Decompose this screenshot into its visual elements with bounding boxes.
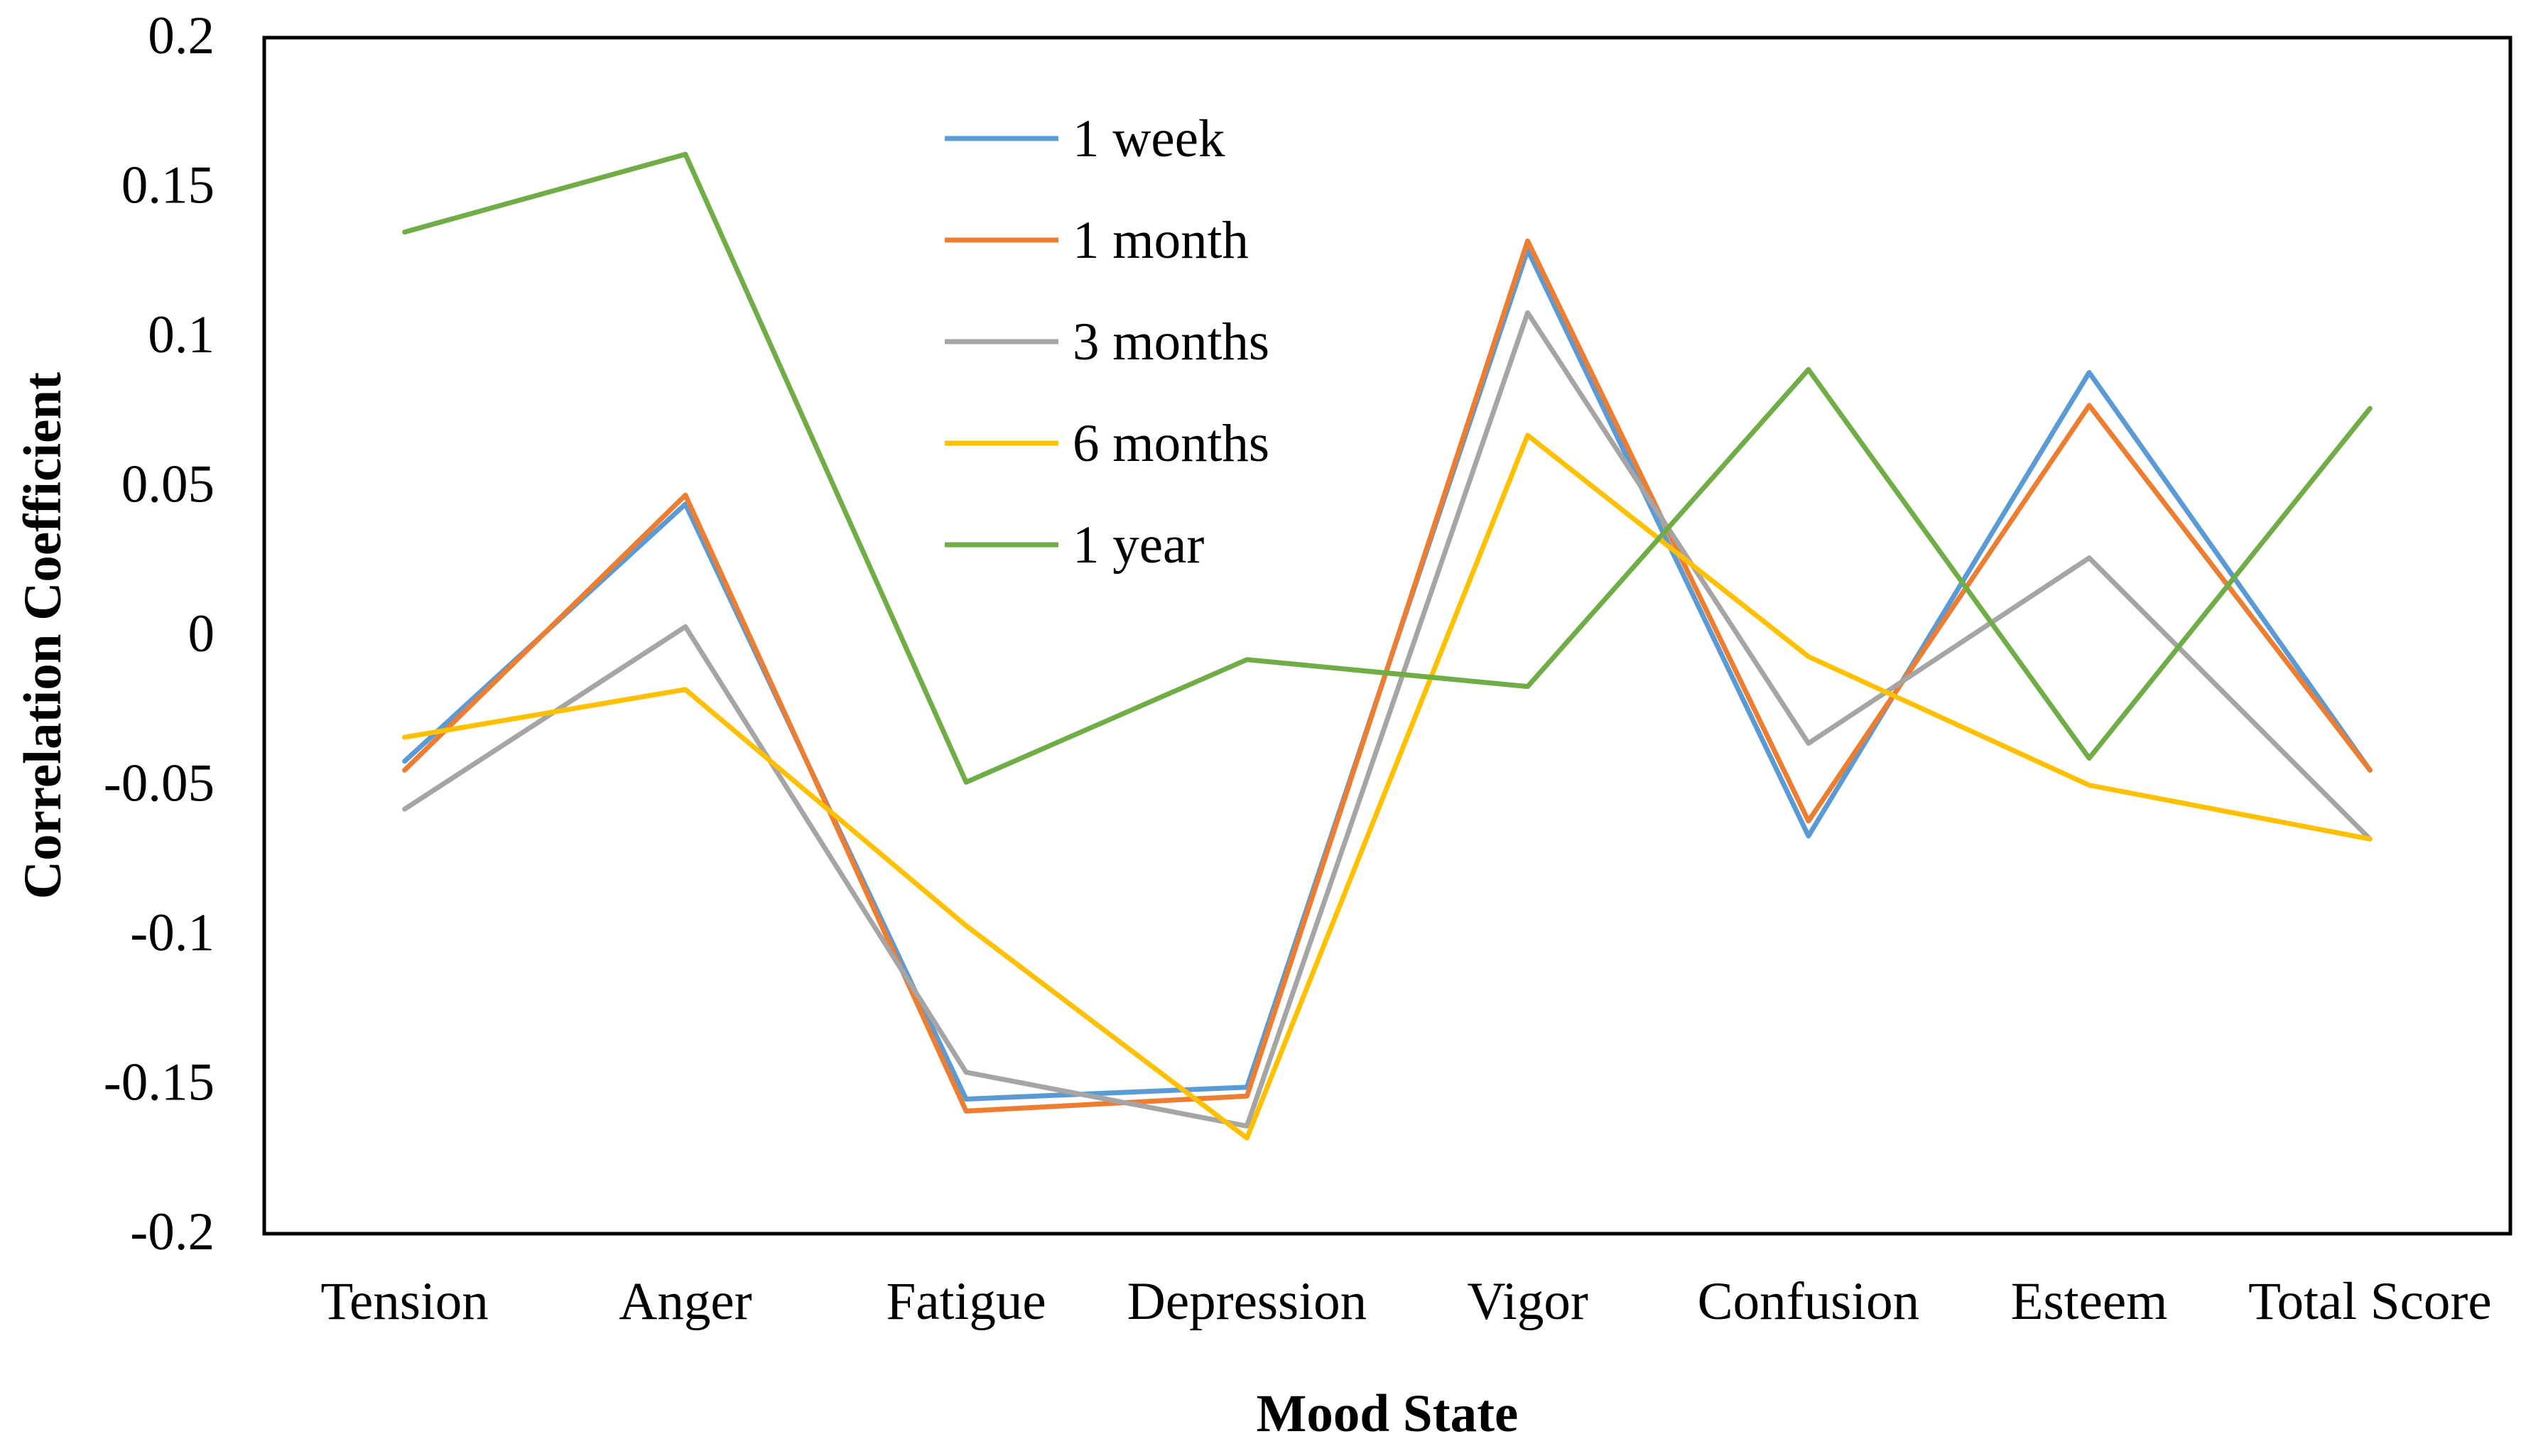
series-line-6-months	[402, 433, 2373, 1141]
legend-label: 1 week	[1073, 109, 1225, 168]
x-axis-ticks: Tension Anger Fatigue Depression Vigor Confus…	[320, 1272, 2491, 1331]
y-tick-label: 0.2	[148, 6, 215, 65]
legend-label: 3 months	[1073, 313, 1269, 371]
series-layer	[402, 151, 2373, 1141]
x-tick-label: Depression	[1127, 1272, 1367, 1331]
y-axis-title: Correlation Coefficient	[13, 372, 72, 899]
legend-label: 1 year	[1073, 516, 1204, 575]
x-tick-label: Tension	[320, 1272, 488, 1331]
series-line-3-months	[402, 310, 2373, 1129]
plot-area-frame	[262, 36, 2512, 1236]
x-axis-title: Mood State	[1257, 1384, 1519, 1443]
legend-label: 6 months	[1073, 414, 1269, 473]
y-tick-label: 0	[188, 604, 215, 663]
y-tick-label: 0.05	[121, 455, 215, 514]
series-line-1-month	[402, 238, 2373, 1114]
legend-item: 3 months	[945, 313, 1269, 371]
series-line-1-year	[402, 151, 2373, 785]
y-tick-label: -0.2	[130, 1202, 215, 1261]
x-tick-label: Fatigue	[887, 1272, 1046, 1331]
y-tick-label: -0.05	[104, 754, 215, 813]
legend-item: 1 year	[945, 516, 1204, 575]
x-tick-label: Esteem	[2011, 1272, 2168, 1331]
y-tick-label: -0.15	[104, 1053, 215, 1112]
legend-item: 1 week	[945, 109, 1225, 168]
y-axis-ticks: 0.2 0.15 0.1 0.05 0 -0.05 -0.1 -0.15 -0.2	[104, 6, 215, 1261]
x-tick-label: Vigor	[1467, 1272, 1588, 1331]
y-tick-label: 0.15	[121, 156, 215, 215]
x-tick-label: Anger	[619, 1272, 752, 1331]
x-tick-label: Confusion	[1698, 1272, 1920, 1331]
y-tick-label: 0.1	[148, 305, 215, 364]
legend: 1 week 1 month 3 months 6 months 1 year	[945, 109, 1269, 575]
legend-item: 6 months	[945, 414, 1269, 473]
legend-label: 1 month	[1073, 211, 1249, 270]
y-tick-label: -0.1	[130, 903, 215, 962]
x-tick-label: Total Score	[2248, 1272, 2492, 1331]
legend-item: 1 month	[945, 211, 1249, 270]
